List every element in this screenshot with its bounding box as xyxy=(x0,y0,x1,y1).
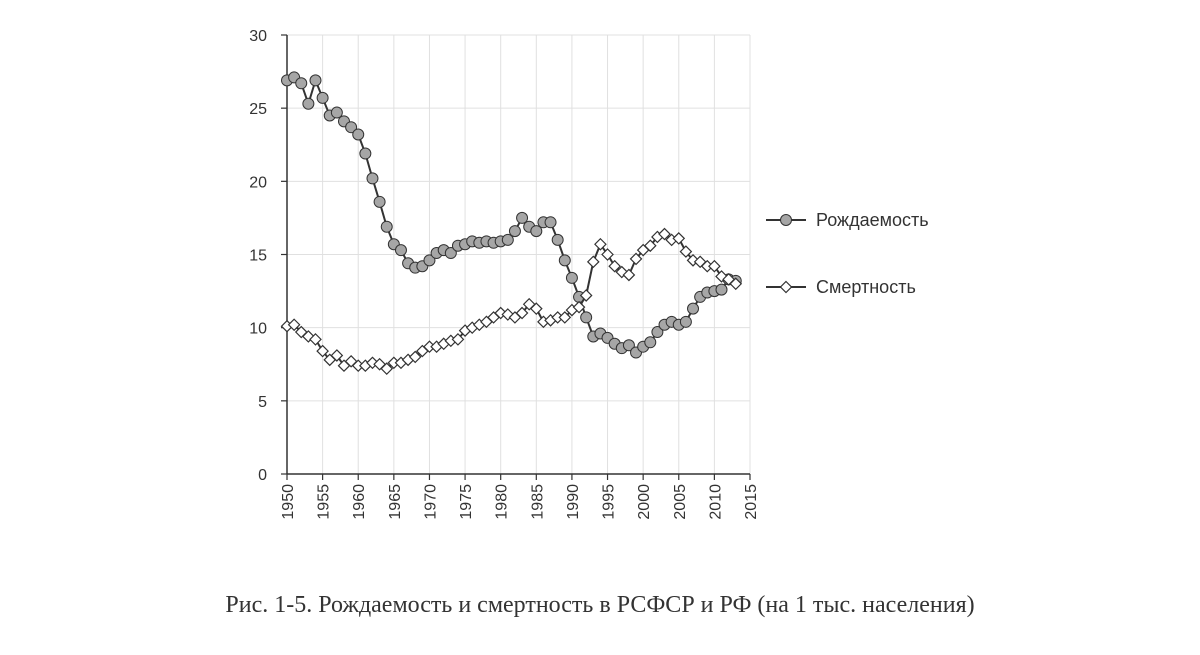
series-birth-rate xyxy=(281,71,742,359)
data-point xyxy=(608,259,622,273)
data-point xyxy=(423,254,436,267)
data-point xyxy=(508,225,521,238)
data-point xyxy=(330,106,343,119)
y-tick-label: 0 xyxy=(258,467,267,484)
series-death-rate xyxy=(280,227,743,375)
x-tick-label: 2010 xyxy=(707,484,724,520)
chart-gridlines xyxy=(287,34,751,474)
x-tick-label: 1990 xyxy=(565,484,582,520)
data-point xyxy=(579,289,593,302)
legend-item: Смертность xyxy=(766,277,916,297)
data-point xyxy=(658,227,671,241)
legend-marker xyxy=(779,280,793,294)
data-point xyxy=(530,225,543,238)
data-point xyxy=(672,232,686,245)
data-point xyxy=(529,302,543,315)
legend-label: Рождаемость xyxy=(816,210,929,230)
data-point xyxy=(715,283,728,296)
legend-label: Смертность xyxy=(816,277,916,297)
data-point xyxy=(295,77,308,90)
data-point xyxy=(544,216,557,229)
legend-marker xyxy=(780,214,792,226)
data-point xyxy=(516,211,529,224)
x-tick-label: 1965 xyxy=(387,484,404,520)
data-point xyxy=(580,311,593,324)
data-point xyxy=(601,248,614,261)
x-tick-label: 1955 xyxy=(316,484,333,520)
y-tick-label: 25 xyxy=(249,101,267,118)
x-tick-label: 1970 xyxy=(422,484,439,520)
data-point xyxy=(373,195,386,208)
data-point xyxy=(394,244,407,257)
data-point xyxy=(309,74,322,87)
data-point xyxy=(444,247,457,260)
data-point xyxy=(501,233,514,246)
series-line xyxy=(286,76,736,354)
x-tick-label: 1985 xyxy=(529,484,546,520)
data-point xyxy=(644,336,657,349)
data-point xyxy=(679,245,693,258)
x-tick-label: 2005 xyxy=(672,484,689,520)
data-point xyxy=(316,344,329,358)
data-point xyxy=(302,97,315,110)
data-point xyxy=(708,259,721,273)
data-point xyxy=(515,306,529,320)
data-point xyxy=(309,333,322,346)
data-point xyxy=(345,121,358,134)
line-chart: 0 5 10 15 20 25 30 1950 1955 1960 1965 1970 1975 1980… xyxy=(249,28,929,520)
x-tick-label: 2015 xyxy=(743,484,760,520)
chart-legend: Рождаемость Смертность xyxy=(766,210,929,297)
data-point xyxy=(287,318,301,332)
data-point xyxy=(622,339,635,352)
data-point xyxy=(316,91,329,104)
data-point xyxy=(643,239,657,253)
figure-caption: Рис. 1-5. Рождаемость и смертность в РСФ… xyxy=(225,592,975,618)
data-point xyxy=(572,300,586,314)
data-point xyxy=(687,302,700,315)
x-tick-label: 1995 xyxy=(601,484,618,520)
y-tick-label: 5 xyxy=(258,394,267,411)
data-point xyxy=(558,254,571,267)
data-point xyxy=(551,233,564,246)
data-point xyxy=(352,128,365,141)
x-tick-label: 1950 xyxy=(280,484,297,520)
data-point xyxy=(679,315,692,328)
data-point xyxy=(408,350,422,364)
x-tick-label: 1975 xyxy=(458,484,475,520)
data-point xyxy=(651,326,664,339)
data-point xyxy=(380,220,393,233)
x-tick-label: 1960 xyxy=(351,484,368,520)
data-point xyxy=(594,237,607,251)
legend-item: Рождаемость xyxy=(766,210,929,230)
data-point xyxy=(380,362,394,375)
data-point xyxy=(565,271,578,284)
chart-series xyxy=(280,71,743,375)
x-tick-label: 2000 xyxy=(636,484,653,520)
data-point xyxy=(629,252,643,266)
data-point xyxy=(622,268,636,282)
data-point xyxy=(366,172,379,185)
data-point xyxy=(359,147,372,160)
data-point xyxy=(558,311,572,324)
chart-axes: 0 5 10 15 20 25 30 1950 1955 1960 1965 1970 1975 1980… xyxy=(249,28,760,520)
data-point xyxy=(330,349,344,362)
y-tick-label: 15 xyxy=(249,248,267,265)
y-tick-label: 20 xyxy=(249,174,267,191)
y-tick-label: 30 xyxy=(249,28,267,45)
data-point xyxy=(451,333,465,346)
x-tick-label: 1980 xyxy=(494,484,511,520)
y-tick-label: 10 xyxy=(249,321,267,338)
data-point xyxy=(729,277,743,291)
data-point xyxy=(586,255,600,269)
